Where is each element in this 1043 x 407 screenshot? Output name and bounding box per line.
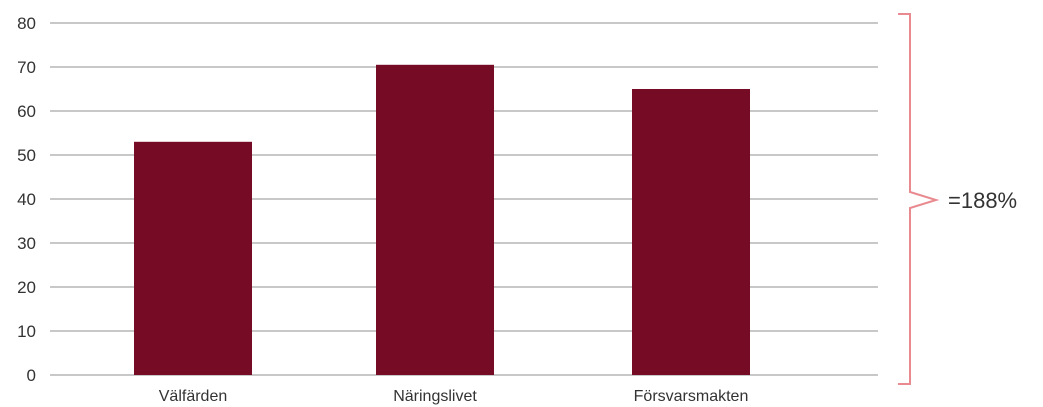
- x-tick-label: Näringslivet: [393, 388, 477, 405]
- y-tick-label: 10: [17, 322, 36, 341]
- x-tick-label: Välfärden: [159, 388, 228, 405]
- y-axis-ticks: 0 10 20 30 40 50 60 70 80: [17, 14, 36, 385]
- bar: [134, 141, 252, 375]
- y-tick-label: 60: [17, 102, 36, 121]
- y-tick-label: 80: [17, 14, 36, 33]
- y-tick-label: 0: [27, 366, 36, 385]
- x-tick-label: Försvarsmakten: [634, 388, 749, 405]
- y-tick-label: 30: [17, 234, 36, 253]
- bar: [376, 64, 494, 376]
- y-tick-label: 70: [17, 58, 36, 77]
- bracket-annotation: =188%: [948, 188, 1017, 213]
- y-tick-label: 40: [17, 190, 36, 209]
- bar: [632, 89, 750, 375]
- y-tick-label: 50: [17, 146, 36, 165]
- y-tick-label: 20: [17, 278, 36, 297]
- x-axis-labels: Välfärden Näringslivet Försvarsmakten: [159, 388, 749, 405]
- range-bracket: [898, 13, 940, 385]
- bars: [134, 64, 750, 376]
